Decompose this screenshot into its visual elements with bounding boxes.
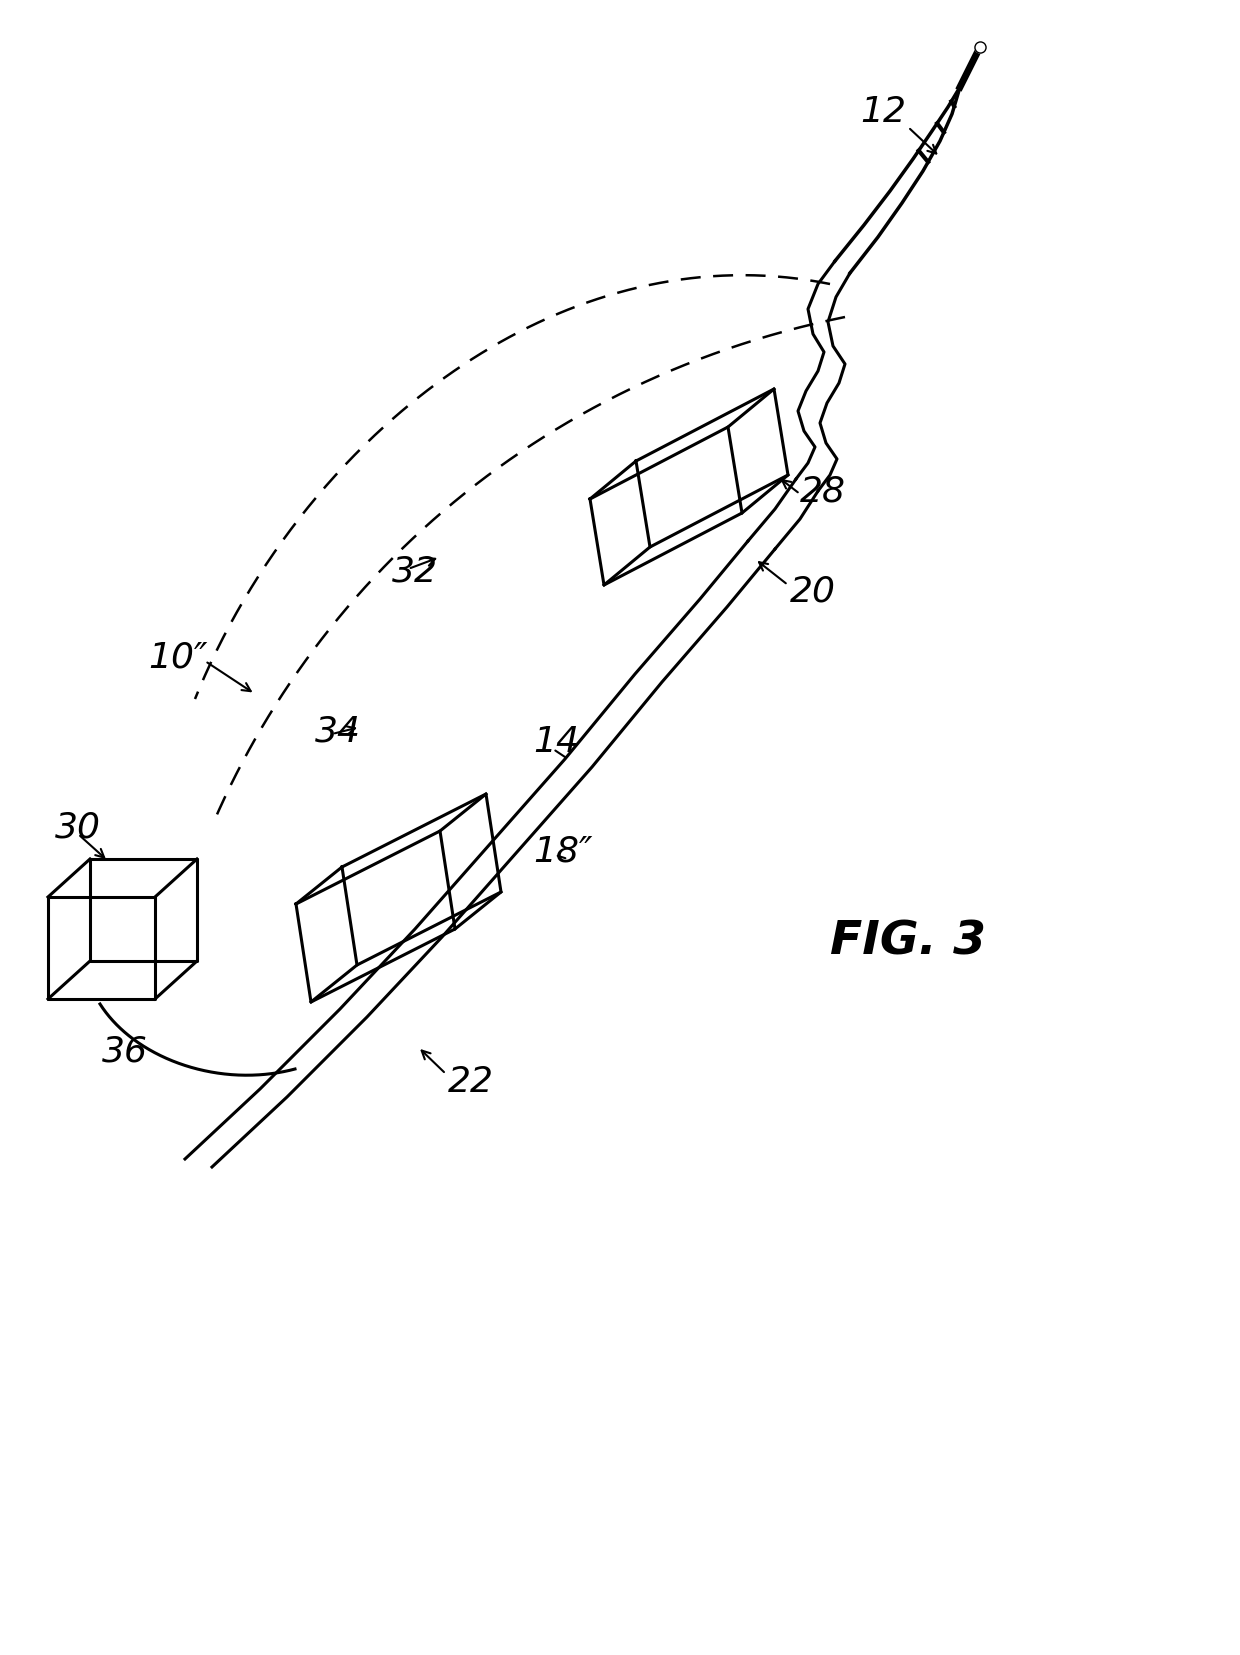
Text: 32: 32 [392, 554, 438, 589]
Text: 14: 14 [533, 725, 579, 758]
Text: 34: 34 [315, 715, 361, 748]
Text: 36: 36 [102, 1034, 148, 1069]
Text: 30: 30 [55, 811, 100, 844]
Text: FIG. 3: FIG. 3 [830, 919, 986, 963]
Text: 18″: 18″ [533, 834, 593, 869]
Text: 28: 28 [800, 475, 846, 508]
Text: 20: 20 [790, 574, 836, 609]
Text: 22: 22 [448, 1064, 494, 1099]
Text: 10″: 10″ [148, 640, 207, 675]
Text: 12: 12 [861, 94, 906, 129]
